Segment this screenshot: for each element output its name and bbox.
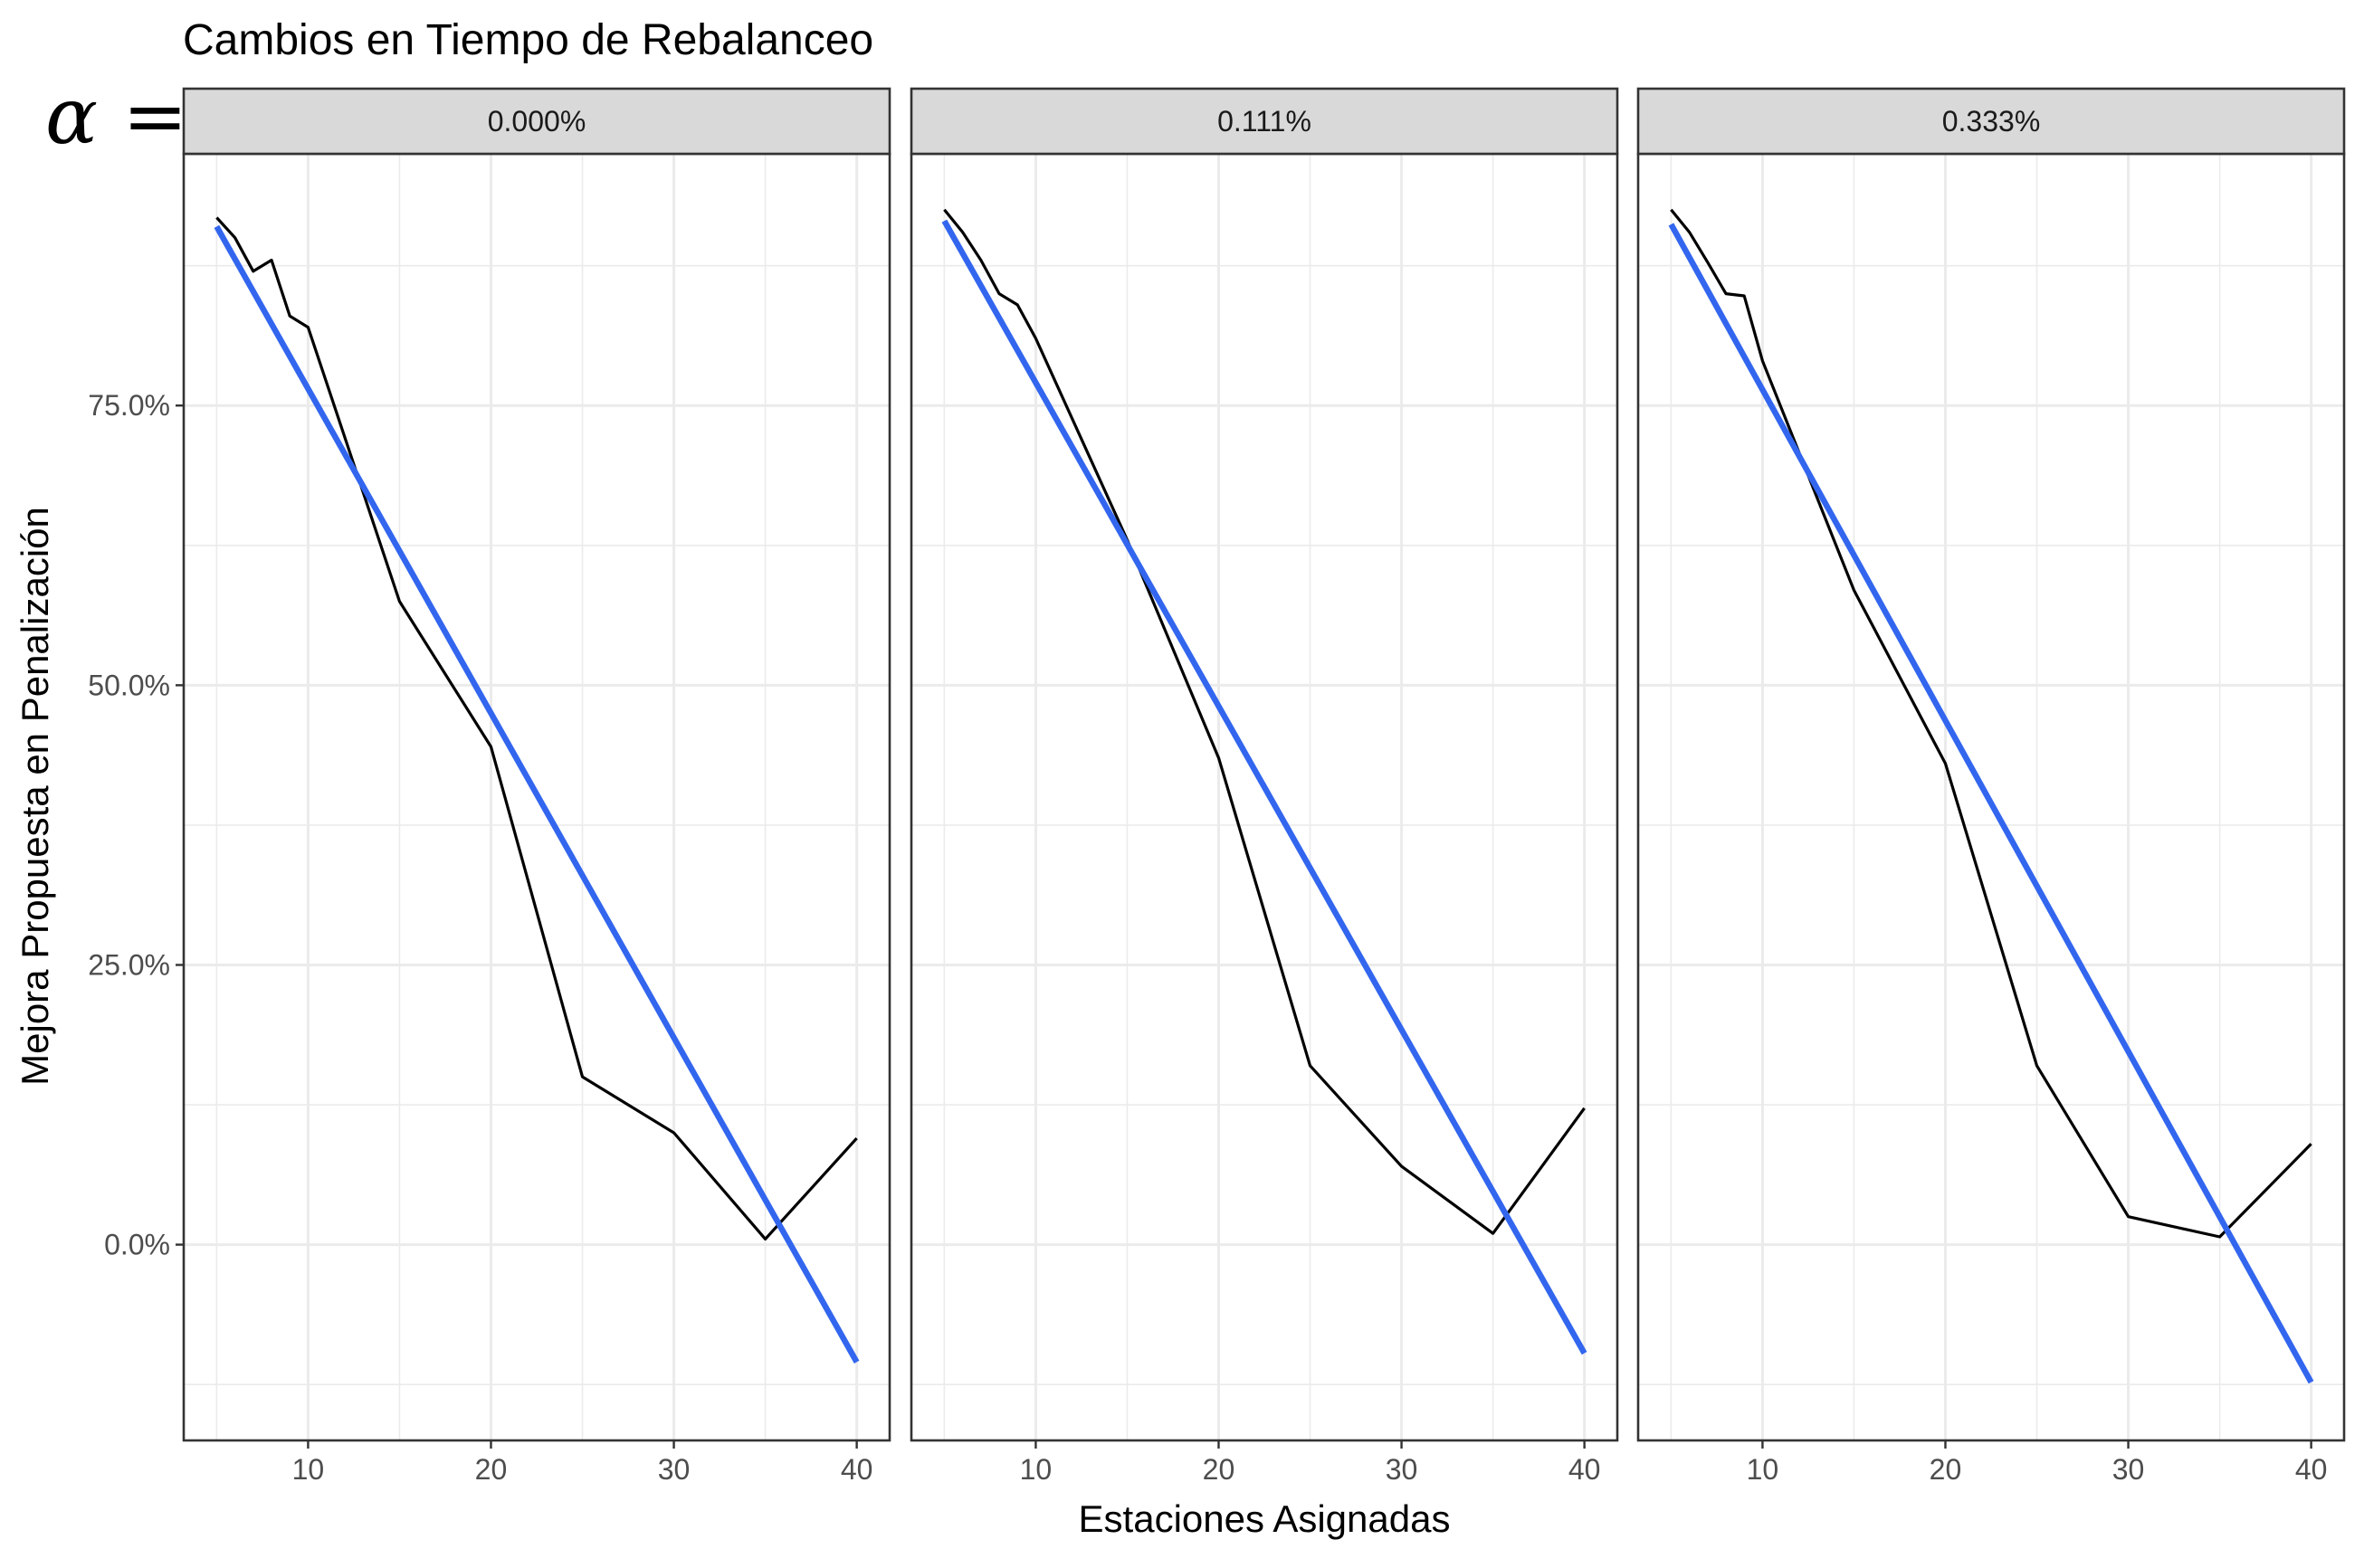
facet-strip <box>910 87 1619 156</box>
y-tick-label: 50.0% <box>88 669 170 701</box>
y-axis-title: Mejora Propuesta en Penalización <box>14 507 56 1086</box>
x-tick-label: 20 <box>475 1453 508 1486</box>
panel-2: 0.111% 10 20 30 40 <box>910 87 1619 1486</box>
y-tick-label: 25.0% <box>88 948 170 981</box>
x-tick-label: 40 <box>2295 1453 2328 1486</box>
x-tick-label: 40 <box>841 1453 873 1486</box>
x-tick-label: 40 <box>1568 1453 1601 1486</box>
trend-line <box>1668 223 2314 1384</box>
panels-layer: 0.000% 10 20 30 40 0.0% 25.0% 50.0% 75.0% 0.111% 1… <box>88 87 2346 1486</box>
x-tick-label: 10 <box>292 1453 325 1486</box>
trend-line <box>941 219 1587 1355</box>
facet-strip-label: 0.111% <box>1217 105 1311 138</box>
trend-line <box>214 224 860 1364</box>
facet-prefix-label: α = <box>45 71 187 162</box>
y-tick-label: 75.0% <box>88 389 170 422</box>
facet-strip-label: 0.333% <box>1942 105 2041 138</box>
facet-strip <box>182 87 891 156</box>
x-tick-label: 30 <box>658 1453 691 1486</box>
observed-line <box>943 208 1586 1235</box>
panel-1: 0.000% 10 20 30 40 0.0% 25.0% 50.0% 75.0% <box>88 87 891 1486</box>
x-tick-label: 20 <box>1930 1453 1962 1486</box>
x-tick-label: 20 <box>1203 1453 1235 1486</box>
x-tick-label: 10 <box>1020 1453 1053 1486</box>
panel-3: 0.333% 10 20 30 40 <box>1636 87 2346 1486</box>
x-tick-label: 10 <box>1747 1453 1779 1486</box>
x-tick-label: 30 <box>2112 1453 2145 1486</box>
x-tick-label: 30 <box>1386 1453 1418 1486</box>
x-axis-title: Estaciones Asignadas <box>1079 1497 1451 1540</box>
y-tick-label: 0.0% <box>104 1229 170 1261</box>
facet-strip-label: 0.000% <box>488 105 586 138</box>
chart-title: Cambios en Tiempo de Rebalanceo <box>183 16 873 64</box>
facet-strip <box>1636 87 2346 156</box>
